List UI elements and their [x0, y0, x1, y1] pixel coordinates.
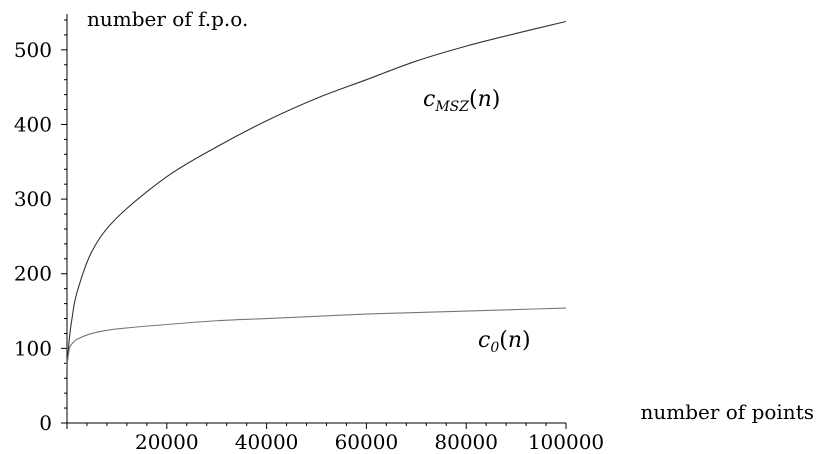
- x-axis-title: number of points: [640, 400, 814, 424]
- x-tick-label: 60000: [335, 430, 399, 454]
- series-line-1: [66, 307, 567, 365]
- y-tick-label: 200: [14, 262, 52, 286]
- y-tick-label: 0: [39, 411, 52, 435]
- y-tick-label: 500: [14, 38, 52, 62]
- y-tick-label: 400: [14, 112, 52, 136]
- y-minor-ticks: [61, 19, 67, 424]
- axes: 20000 40000 60000 80000 100000 0 100 200 300 400…: [14, 14, 604, 454]
- x-tick-label: 100000: [528, 430, 604, 454]
- x-tick-label: 40000: [235, 430, 299, 454]
- x-minor-ticks: [66, 423, 567, 429]
- series-line-0: [66, 20, 567, 368]
- y-axis-title: number of f.p.o.: [87, 7, 248, 31]
- x-tick-labels: 20000 40000 60000 80000 100000: [135, 430, 604, 454]
- series-label-0: cMSZ(n): [423, 87, 500, 115]
- x-tick-label: 20000: [135, 430, 199, 454]
- y-tick-label: 300: [14, 187, 52, 211]
- series-label-1: c0(n): [478, 328, 531, 356]
- y-tick-label: 100: [14, 336, 52, 360]
- series-group: cMSZ(n) c0(n): [66, 20, 567, 368]
- y-tick-labels: 0 100 200 300 400 500: [14, 38, 52, 435]
- x-tick-label: 80000: [434, 430, 498, 454]
